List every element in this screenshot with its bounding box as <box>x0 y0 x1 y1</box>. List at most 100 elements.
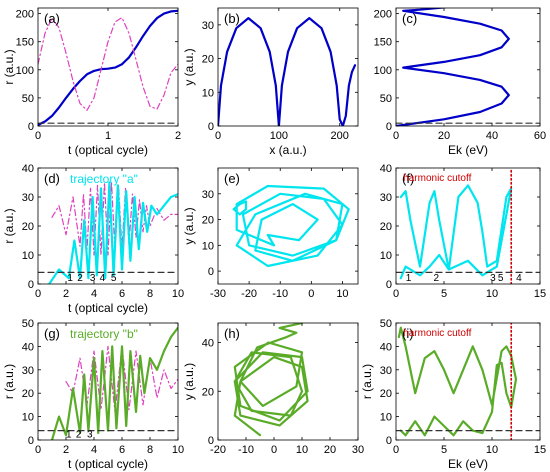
series-a-1 <box>38 17 178 111</box>
y-axis-label: y (a.u.) <box>182 207 196 244</box>
panel-b: 0 100 200 0 10 20 30 x (a.u.) y (a.u.) (b) <box>182 7 359 157</box>
point-marker-label: 5 <box>498 273 504 284</box>
ytick-label: 20 <box>22 388 34 400</box>
y-axis-label: r (a.u.) <box>2 364 16 399</box>
point-marker-label: 2 <box>77 273 83 284</box>
y-axis-label: y (a.u.) <box>182 363 196 400</box>
series-h-1 <box>233 351 304 417</box>
ytick-label: 150 <box>374 37 392 49</box>
ytick-label: 20 <box>22 221 34 233</box>
panel-label: (i) <box>402 326 414 341</box>
plot-area-f <box>396 168 540 284</box>
ytick-label: 0 <box>386 279 392 291</box>
ytick-label: 0 <box>28 435 34 447</box>
panel-i: 0 5 10 15 0 10 20 30 40 50 Ek (eV) r (a.u.) (i)harmo… <box>360 318 546 471</box>
point-marker-label: 1 <box>66 430 72 441</box>
panel-label: (d) <box>44 171 60 186</box>
cutoff-label: harmonic cutoff <box>403 173 471 184</box>
ytick-label: 0 <box>28 121 34 133</box>
axes-frame-i <box>395 322 541 441</box>
xtick-label: -20 <box>210 444 226 456</box>
ytick-label: 0 <box>208 266 214 278</box>
axes-frame-b <box>217 7 359 127</box>
ytick-label: 30 <box>380 365 392 377</box>
series-a-0 <box>38 9 178 126</box>
panel-h: -20 -10 0 10 20 30 0 20 40 y (a.u.) (h) <box>182 322 364 456</box>
point-marker-label: 4 <box>516 273 522 284</box>
xtick-label: 5 <box>441 444 447 456</box>
ytick-label: 0 <box>208 121 214 133</box>
xtick-label: 0 <box>393 130 399 142</box>
xtick-label: 15 <box>534 444 546 456</box>
xtick-label: 0 <box>393 444 399 456</box>
ytick-label: 40 <box>22 341 34 353</box>
xtick-label: 10 <box>296 444 308 456</box>
xtick-label: 100 <box>270 130 288 142</box>
x-axis-label: t (optical cycle) <box>68 457 148 471</box>
y-axis-label: r (a.u.) <box>360 364 374 399</box>
xtick-label: -30 <box>210 288 226 300</box>
point-marker-label: 4 <box>100 273 106 284</box>
xtick-label: 20 <box>438 130 450 142</box>
panel-label: (f) <box>402 171 414 186</box>
series-i-0 <box>397 326 518 437</box>
ytick-label: 20 <box>380 388 392 400</box>
xtick-label: 10 <box>172 288 184 300</box>
xtick-label: 2 <box>175 130 181 142</box>
x-axis-label: t (optical cycle) <box>68 143 148 157</box>
xtick-label: 6 <box>119 288 125 300</box>
ytick-label: 30 <box>380 192 392 204</box>
ytick-label: 10 <box>202 240 214 252</box>
ytick-label: 10 <box>202 87 214 99</box>
plot-area-a <box>38 9 178 126</box>
ytick-label: 200 <box>16 9 34 21</box>
series-b-0 <box>218 17 357 126</box>
plot-area-d <box>38 181 178 284</box>
point-marker-label: 3 <box>90 273 96 284</box>
xtick-label: 0 <box>35 130 41 142</box>
point-marker-label: 1 <box>67 273 73 284</box>
panel-label: (g) <box>44 326 60 341</box>
xtick-label: 200 <box>331 130 349 142</box>
panel-label: (e) <box>224 171 240 186</box>
xtick-label: -10 <box>272 288 288 300</box>
ytick-label: 40 <box>202 338 214 350</box>
xtick-label: -10 <box>238 444 254 456</box>
ytick-label: 50 <box>22 318 34 330</box>
ytick-label: 10 <box>380 412 392 424</box>
point-marker-label: 2 <box>434 273 440 284</box>
ytick-label: 0 <box>386 435 392 447</box>
xtick-label: 4 <box>91 288 97 300</box>
ytick-label: 20 <box>380 221 392 233</box>
panel-label: (a) <box>44 11 60 26</box>
x-axis-label: t (optical cycle) <box>68 301 148 315</box>
plot-area-b <box>218 17 357 126</box>
xtick-label: 5 <box>441 288 447 300</box>
ytick-label: 50 <box>380 93 392 105</box>
xtick-label: 30 <box>352 444 364 456</box>
series-h-0 <box>233 323 309 437</box>
xtick-label: 0 <box>308 288 314 300</box>
ytick-label: 30 <box>22 365 34 377</box>
xtick-label: 10 <box>172 444 184 456</box>
ytick-label: 40 <box>22 163 34 175</box>
ytick-label: 40 <box>380 341 392 353</box>
series-f-0 <box>399 184 513 280</box>
axes-frame-c <box>395 7 541 127</box>
ytick-label: 10 <box>22 412 34 424</box>
axes-frame-h <box>217 322 359 441</box>
plot-area-e <box>232 184 350 268</box>
point-marker-label: 2 <box>76 430 82 441</box>
xtick-label: 0 <box>271 444 277 456</box>
ytick-label: 20 <box>202 386 214 398</box>
ytick-label: 200 <box>374 9 392 21</box>
xtick-label: 8 <box>147 288 153 300</box>
ytick-label: 20 <box>202 215 214 227</box>
xtick-label: 0 <box>35 288 41 300</box>
xtick-label: 0 <box>393 288 399 300</box>
axes-frame-g <box>37 322 179 441</box>
series-e-0 <box>235 184 350 268</box>
xtick-label: 6 <box>119 444 125 456</box>
ytick-label: 50 <box>22 93 34 105</box>
